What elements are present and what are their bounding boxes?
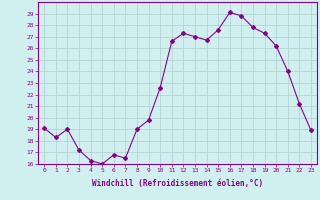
X-axis label: Windchill (Refroidissement éolien,°C): Windchill (Refroidissement éolien,°C) [92, 179, 263, 188]
